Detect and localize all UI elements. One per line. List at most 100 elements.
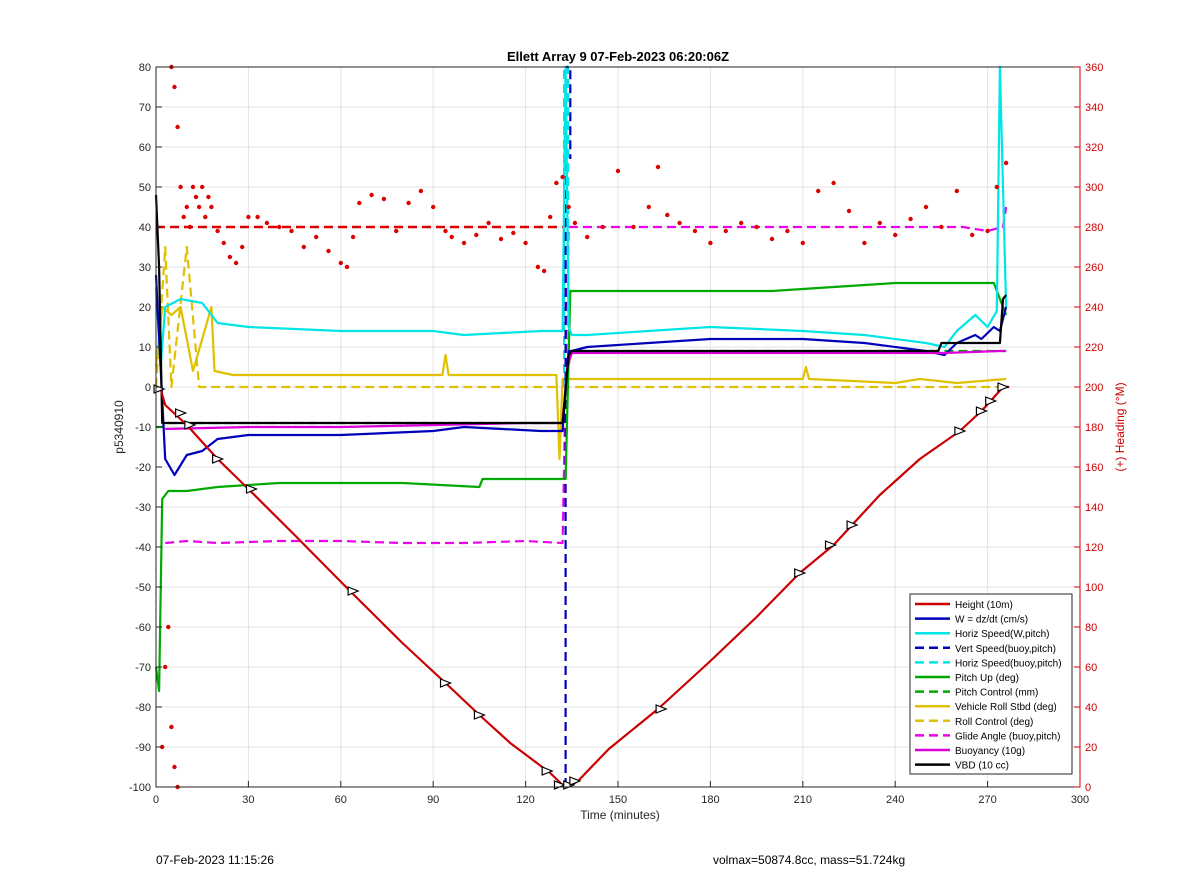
profile-marker xyxy=(824,540,838,550)
heading-point xyxy=(646,204,651,210)
y2-tick-label: 320 xyxy=(1085,142,1103,154)
heading-point xyxy=(486,220,491,226)
y-tick-label: -50 xyxy=(135,582,151,594)
heading-point xyxy=(665,212,670,218)
x-tick-label: 270 xyxy=(978,794,996,806)
heading-point xyxy=(394,228,399,234)
y-tick-label: 60 xyxy=(139,142,151,154)
x-tick-label: 240 xyxy=(886,794,904,806)
heading-point xyxy=(631,224,636,230)
legend: Height (10m) W = dz/dt (cm/s) Horiz Speed(… xyxy=(909,593,1073,775)
heading-point xyxy=(289,228,294,234)
y-tick-label: -60 xyxy=(135,622,151,634)
heading-point xyxy=(381,196,387,202)
heading-point xyxy=(449,234,454,240)
heading-point xyxy=(357,200,362,206)
heading-point xyxy=(769,236,775,242)
heading-point xyxy=(1003,160,1009,166)
heading-point xyxy=(166,624,171,630)
heading-point xyxy=(240,244,245,250)
series-line-7 xyxy=(154,305,1007,461)
series-line-5 xyxy=(154,281,1008,693)
profile-marker xyxy=(541,766,554,776)
y-tick-label: -10 xyxy=(135,422,151,434)
y-tick-label: 10 xyxy=(139,342,151,354)
heading-point xyxy=(184,204,189,210)
heading-point xyxy=(233,260,239,266)
heading-point xyxy=(615,168,621,174)
heading-point xyxy=(754,224,759,230)
heading-point xyxy=(511,230,516,236)
heading-point xyxy=(369,192,374,198)
profile-marker xyxy=(473,710,487,720)
y2-tick-label: 340 xyxy=(1085,102,1103,114)
heading-point xyxy=(474,232,479,238)
legend-label: VBD (10 cc) xyxy=(955,761,1009,772)
heading-point xyxy=(264,220,270,226)
y2-tick-label: 80 xyxy=(1085,622,1097,634)
profile-marker xyxy=(347,586,360,596)
x-tick-label: 90 xyxy=(427,794,439,806)
heading-point xyxy=(600,224,605,230)
x-tick-label: 210 xyxy=(794,794,812,806)
y-tick-label: 70 xyxy=(139,102,151,114)
heading-point xyxy=(196,204,202,210)
plot-area xyxy=(153,64,1010,790)
heading-point xyxy=(227,254,233,260)
y-tick-label: 40 xyxy=(139,222,151,234)
x-tick-label: 150 xyxy=(609,794,627,806)
heading-point xyxy=(163,664,168,670)
heading-point xyxy=(862,240,867,246)
heading-point xyxy=(178,184,183,190)
heading-point xyxy=(314,234,319,240)
profile-marker xyxy=(184,420,197,430)
y2-tick-label: 280 xyxy=(1085,222,1103,234)
y-tick-label: -100 xyxy=(129,782,151,794)
heading-point xyxy=(893,232,898,238)
series-line-8 xyxy=(154,245,1007,389)
series-line-10 xyxy=(165,349,1007,431)
legend-label: Height (10m) xyxy=(955,600,1013,611)
heading-point xyxy=(541,268,547,274)
heading-point xyxy=(523,240,528,246)
heading-point xyxy=(846,208,852,214)
heading-point xyxy=(970,232,975,238)
profile-marker xyxy=(175,408,188,418)
heading-point xyxy=(548,214,553,220)
y2-axis-label: (+) Heading (°M) xyxy=(1113,382,1127,471)
legend-box xyxy=(909,593,1073,775)
y2-tick-label: 160 xyxy=(1085,462,1103,474)
heading-point xyxy=(739,220,744,226)
heading-point xyxy=(560,174,565,180)
x-tick-label: 0 xyxy=(153,794,159,806)
y-tick-label: -20 xyxy=(135,462,151,474)
x-tick-label: 60 xyxy=(335,794,347,806)
heading-point xyxy=(677,220,682,226)
y-tick-label: -90 xyxy=(135,742,151,754)
x-tick-label: 180 xyxy=(701,794,719,806)
heading-point xyxy=(344,264,350,270)
heading-point xyxy=(338,260,343,266)
heading-point xyxy=(585,234,590,240)
profile-marker xyxy=(212,454,225,464)
y2-tick-label: 20 xyxy=(1085,742,1097,754)
heading-point xyxy=(172,84,177,90)
series-line-2 xyxy=(154,65,1008,369)
heading-point xyxy=(655,164,661,170)
heading-point xyxy=(785,228,790,234)
y2-tick-label: 260 xyxy=(1085,262,1103,274)
profile-marker xyxy=(794,568,807,578)
footer-timestamp: 07-Feb-2023 11:15:26 xyxy=(156,853,274,867)
y2-tick-label: 0 xyxy=(1085,782,1091,794)
heading-point xyxy=(160,744,165,750)
series-line-6 xyxy=(156,349,1007,429)
heading-point xyxy=(800,240,805,246)
x-tick-label: 120 xyxy=(516,794,534,806)
legend-label: Horiz Speed(buoy,pitch) xyxy=(955,658,1062,669)
legend-label: W = dz/dt (cm/s) xyxy=(955,615,1028,626)
heading-point xyxy=(985,228,990,234)
chart-title: Ellett Array 9 07-Feb-2023 06:20:06Z xyxy=(507,49,729,64)
legend-label: Vehicle Roll Stbd (deg) xyxy=(955,702,1057,713)
heading-point xyxy=(723,228,728,234)
heading-point xyxy=(939,224,944,230)
